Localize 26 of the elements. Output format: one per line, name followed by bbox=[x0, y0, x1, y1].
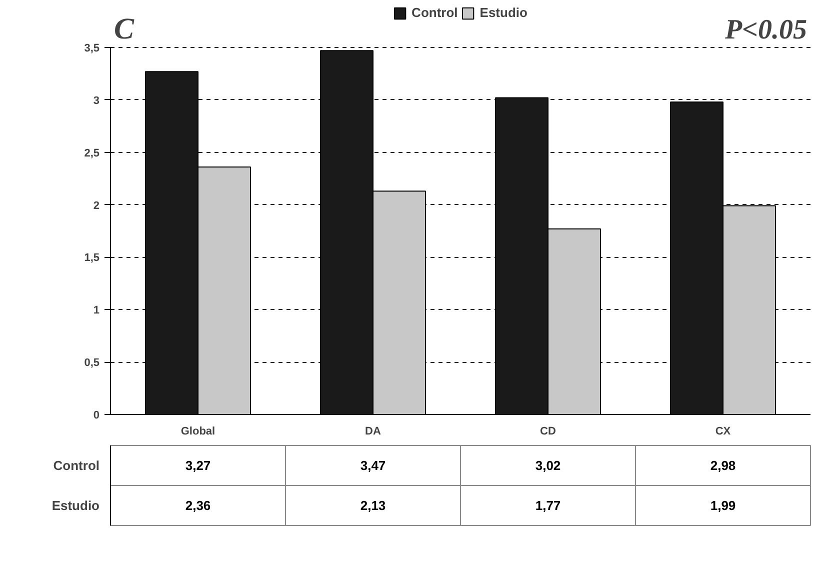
y-tick-label: 0 bbox=[93, 410, 100, 422]
y-tick-label: 1,5 bbox=[84, 252, 100, 264]
text: C bbox=[114, 12, 135, 46]
x-tick-label: DA bbox=[365, 426, 381, 438]
data-label: 2,13 bbox=[360, 498, 386, 513]
y-tick-label: 2 bbox=[93, 200, 100, 212]
data-label: 1,99 bbox=[710, 498, 736, 513]
x-tick-label: CX bbox=[715, 426, 732, 438]
data-label: 3,27 bbox=[185, 458, 211, 473]
y-tick-label: 1 bbox=[93, 304, 100, 317]
text: Control bbox=[53, 458, 100, 473]
y-tick-label: 3 bbox=[93, 94, 100, 107]
legend-label: Control bbox=[412, 5, 458, 20]
x-tick-label: CD bbox=[540, 426, 556, 438]
data-label: 1,77 bbox=[535, 498, 561, 513]
data-label: 3,02 bbox=[535, 458, 561, 473]
x-tick-label: Global bbox=[180, 426, 216, 438]
text: Estudio bbox=[52, 498, 100, 513]
data-label: 3,47 bbox=[360, 458, 386, 473]
y-tick-label: 2,5 bbox=[84, 147, 100, 160]
data-label: 2,36 bbox=[185, 498, 211, 513]
y-tick-label: 3,5 bbox=[84, 42, 100, 54]
y-tick-label: 0,5 bbox=[84, 357, 100, 370]
data-label: 2,98 bbox=[710, 458, 736, 473]
legend-label: Estudio bbox=[480, 5, 528, 20]
text: P<0.05 bbox=[724, 14, 808, 46]
